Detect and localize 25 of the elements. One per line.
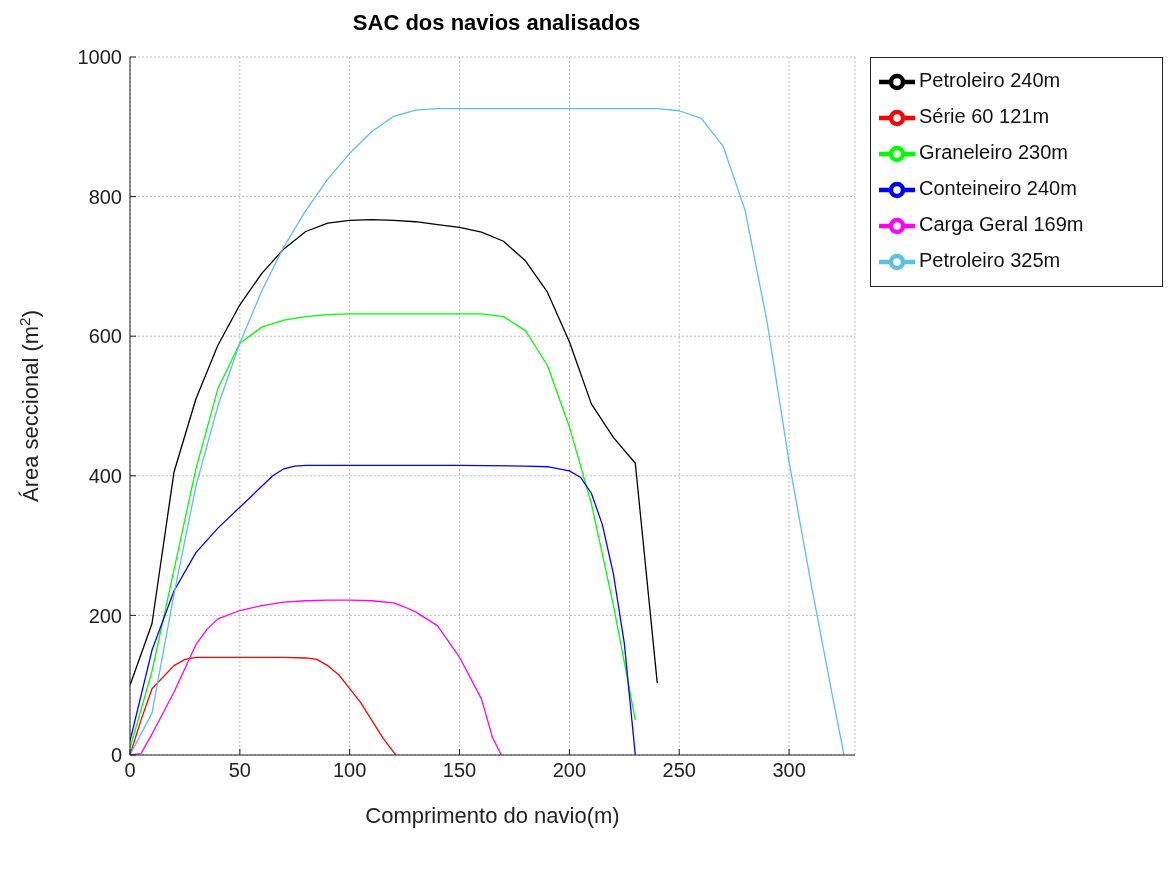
x-axis-title: Comprimento do navio(m) — [365, 803, 620, 828]
chart-title: SAC dos navios analisados — [351, 10, 642, 36]
y-tick-label: 800 — [88, 185, 122, 208]
y-tick-label: 400 — [88, 464, 122, 487]
line-series — [130, 218, 658, 686]
line-series — [130, 108, 845, 755]
x-tick-label: 300 — [772, 759, 806, 782]
y-tick-label: 600 — [88, 325, 122, 348]
y-tick-label: 0 — [110, 744, 122, 767]
x-tick-label: 200 — [552, 759, 587, 782]
x-tick-label: 100 — [333, 759, 367, 782]
legend-label: Série 60 121m — [919, 105, 1050, 128]
legend-label: Graneleiro 230m — [919, 141, 1068, 164]
legend-label: Petroleiro 240m — [919, 69, 1061, 92]
y-tick-label: 200 — [88, 604, 122, 627]
legend-label: Conteineiro 240m — [919, 177, 1077, 200]
x-tick-label: 250 — [662, 759, 696, 782]
y-tick-label: 1000 — [77, 46, 122, 69]
legend-label: Carga Geral 169m — [919, 213, 1084, 236]
x-tick-label: 50 — [228, 759, 251, 782]
line-series — [130, 464, 636, 755]
x-tick-label: 0 — [124, 759, 136, 782]
x-tick-label: 150 — [442, 759, 477, 782]
legend-label: Petroleiro 325m — [919, 249, 1061, 272]
line-series — [130, 656, 397, 755]
